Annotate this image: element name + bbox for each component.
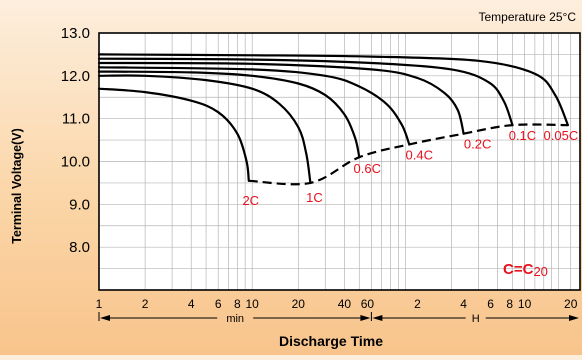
curve-0_1C [97, 57, 514, 127]
series-label-0_6C: 0.6C [354, 161, 381, 176]
x-unit-arrows: min H [98, 312, 579, 325]
curve-0_4C [97, 66, 411, 146]
h-unit-label: H [472, 313, 480, 325]
y-tick-label: 8.0 [69, 239, 90, 256]
discharge-curves [97, 53, 569, 186]
series-label-0_05C: 0.05C [544, 128, 579, 143]
capacity-annotation: C=C20 [503, 261, 548, 279]
cutoff-voltage-line [248, 123, 568, 186]
y-axis-label: Terminal Voltage(V) [10, 128, 24, 244]
x-tick-label: 10 [246, 297, 260, 311]
x-tick-label: 8 [234, 297, 241, 311]
curve-0_6C [97, 70, 361, 159]
h-arrow-head-right [569, 315, 579, 321]
x-tick-labels: 1 2 4 6 8 10 20 40 60 2 4 6 8 10 20 [96, 297, 578, 311]
x-tick-label: 20 [292, 297, 306, 311]
y-tick-label: 12.0 [61, 68, 90, 85]
x-tick-label: 8 [506, 297, 513, 311]
series-label-2C: 2C [242, 193, 259, 208]
min-arrow-head-left [100, 315, 110, 321]
x-tick-label: 20 [564, 297, 578, 311]
curve-0_2C [97, 61, 465, 135]
y-tick-label: 13.0 [61, 25, 90, 42]
x-tick-label: 10 [518, 297, 532, 311]
plot-border [98, 32, 581, 291]
min-arrow-head-right [360, 315, 371, 321]
h-arrow-head-left [372, 315, 383, 321]
capacity-annotation-text: C=C [503, 261, 534, 278]
chart-title: Temperature 25°C [478, 10, 576, 24]
x-tick-label: 60 [361, 297, 375, 311]
series-label-1C: 1C [306, 190, 323, 205]
capacity-annotation-subscript: 20 [533, 264, 547, 279]
series-labels: 2C 1C 0.6C 0.4C 0.2C 0.1C 0.05C [242, 128, 578, 208]
y-tick-label: 10.0 [61, 154, 90, 171]
x-tick-label: 1 [96, 297, 103, 311]
x-tick-label: 40 [338, 297, 352, 311]
series-label-0_4C: 0.4C [406, 147, 433, 162]
y-tick-label: 9.0 [69, 196, 90, 213]
x-tick-label: 2 [142, 297, 149, 311]
min-unit-label: min [226, 313, 244, 325]
curve-2C [97, 87, 250, 182]
x-tick-label: 6 [487, 297, 494, 311]
x-axis-label: Discharge Time [279, 333, 383, 349]
curve-0_05C [97, 53, 569, 127]
x-tick-label: 6 [215, 297, 222, 311]
x-tick-label: 4 [188, 297, 195, 311]
x-tick-label: 2 [414, 297, 421, 311]
y-tick-label: 11.0 [62, 111, 90, 128]
series-label-0_1C: 0.1C [509, 128, 536, 143]
curve-1C [97, 74, 312, 184]
x-tick-label: 4 [460, 297, 467, 311]
y-tick-labels: 8.0 9.0 10.0 11.0 12.0 13.0 [61, 25, 90, 256]
series-label-0_2C: 0.2C [464, 137, 491, 152]
